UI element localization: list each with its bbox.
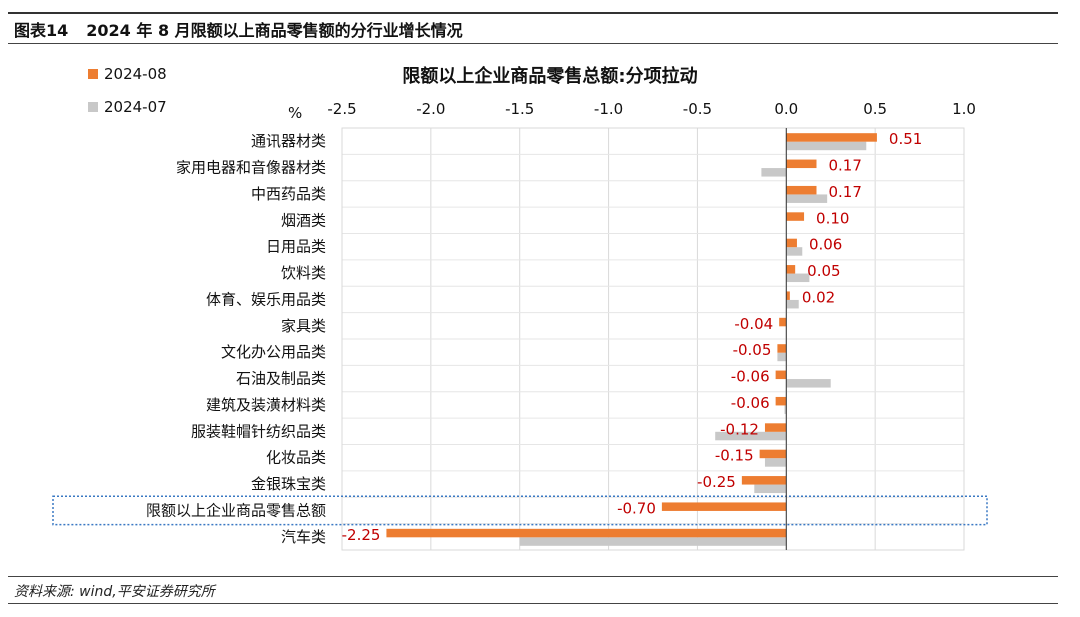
bar-current (786, 212, 805, 221)
bar-current (661, 502, 787, 511)
data-label: 0.17 (828, 183, 861, 201)
bar-current (786, 133, 877, 142)
category-label: 通讯器材类 (251, 132, 326, 150)
bar-current (779, 317, 787, 327)
chart-title: 限额以上企业商品零售总额:分项拉动 (402, 66, 698, 87)
bar-previous (786, 273, 810, 283)
bar-current (759, 449, 787, 459)
x-tick-label: -2.5 (327, 100, 356, 118)
bar-current (786, 159, 817, 169)
bar-current (777, 344, 787, 353)
legend-label-previous: 2024-07 (104, 98, 167, 116)
bar-previous (786, 141, 867, 151)
category-label: 日用品类 (266, 238, 326, 256)
bar-current (775, 370, 787, 380)
source-note: 资料来源: wind,平安证券研究所 (14, 584, 215, 600)
bar-previous (786, 379, 831, 388)
bar-previous (786, 247, 803, 256)
legend-swatch-previous (88, 102, 98, 112)
data-label: -0.25 (697, 473, 736, 491)
category-label: 限额以上企业商品零售总额 (146, 501, 326, 519)
category-label: 家具类 (281, 317, 326, 335)
bar-current (775, 396, 787, 406)
data-label: 0.02 (802, 288, 835, 306)
bar-previous (786, 299, 799, 309)
plot-area (341, 127, 965, 551)
data-label: -2.25 (342, 526, 381, 544)
category-label: 化妆品类 (266, 449, 326, 467)
category-label: 家用电器和音像器材类 (176, 159, 326, 177)
bar-current (386, 528, 787, 538)
bar-current (786, 291, 790, 300)
top-rule (8, 12, 1058, 14)
figure-label: 图表14 (14, 21, 69, 40)
legend-label-current: 2024-08 (104, 65, 167, 83)
bar-current (764, 423, 787, 432)
bar-previous (761, 168, 787, 177)
legend-swatch-current (88, 69, 98, 79)
data-label: 0.10 (816, 209, 849, 227)
bar-previous (786, 194, 828, 203)
data-label: -0.15 (715, 447, 754, 465)
category-label: 建筑及装潢材料类 (206, 396, 326, 414)
data-label: -0.70 (617, 499, 656, 517)
category-label: 烟酒类 (281, 211, 326, 229)
category-label: 金银珠宝类 (251, 475, 326, 493)
bar-current (786, 238, 797, 248)
data-label: -0.04 (734, 315, 773, 333)
figure-title-text: 2024 年 8 月限额以上商品零售额的分行业增长情况 (86, 21, 463, 40)
category-label: 中西药品类 (251, 185, 326, 203)
bar-previous (784, 405, 787, 414)
category-label: 文化办公用品类 (221, 343, 326, 361)
data-label: -0.12 (720, 420, 759, 438)
legend-item-current: 2024-08 (88, 62, 167, 86)
category-label: 饮料类 (281, 264, 326, 282)
data-label: 0.05 (807, 262, 840, 280)
chart-legend: 2024-08 2024-07 (88, 62, 167, 128)
data-label: -0.06 (731, 394, 770, 412)
figure-title: 图表14 2024 年 8 月限额以上商品零售额的分行业增长情况 (14, 17, 463, 41)
bottom-rule (8, 576, 1058, 577)
bar-current (786, 185, 817, 195)
title-rule (8, 43, 1058, 44)
legend-item-previous: 2024-07 (88, 95, 167, 119)
category-label: 服装鞋帽针纺织品类 (191, 422, 326, 440)
data-label: 0.06 (809, 236, 842, 254)
highlight-box (52, 495, 988, 526)
x-tick-label: 1.0 (952, 100, 976, 118)
bar-previous (519, 537, 787, 546)
x-tick-label: -2.0 (416, 100, 445, 118)
data-label: -0.06 (731, 368, 770, 386)
x-tick-label: -1.0 (594, 100, 623, 118)
bar-current (741, 476, 787, 485)
data-label: -0.05 (733, 341, 772, 359)
category-label: 体育、娱乐用品类 (206, 290, 326, 308)
bar-previous (715, 431, 787, 441)
axis-unit-label: % (288, 104, 303, 122)
bar-current (786, 265, 796, 274)
bar-previous (764, 458, 787, 467)
category-label: 石油及制品类 (236, 370, 326, 388)
x-tick-label: 0.5 (863, 100, 887, 118)
data-label: 0.51 (889, 130, 922, 148)
data-label: 0.17 (828, 157, 861, 175)
bar-previous (777, 352, 787, 362)
x-tick-label: -1.5 (505, 100, 534, 118)
category-label: 汽车类 (281, 528, 326, 546)
x-tick-label: -0.5 (683, 100, 712, 118)
x-tick-label: 0.0 (774, 100, 798, 118)
bottom-rule-2 (8, 603, 1058, 604)
bar-previous (754, 484, 787, 494)
